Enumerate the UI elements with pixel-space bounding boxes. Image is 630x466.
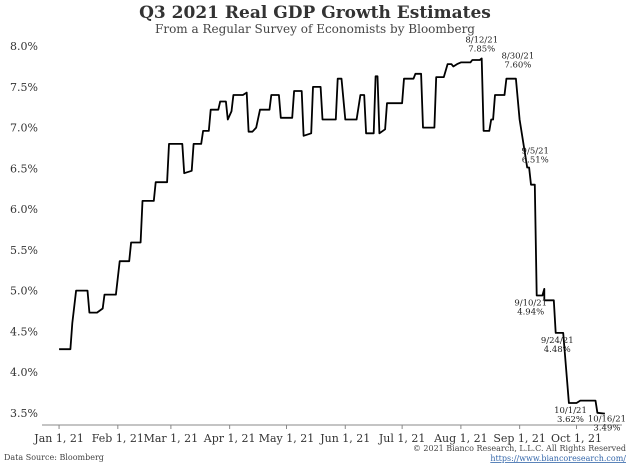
x-tick-label: Jun 1, 21 <box>319 432 370 445</box>
y-tick-label: 6.0% <box>10 203 38 216</box>
x-tick-label: Feb 1, 21 <box>92 432 144 445</box>
data-label: 9/24/214.48% <box>541 336 574 355</box>
data-label-value: 7.60% <box>504 61 531 71</box>
data-label-value: 4.94% <box>517 307 544 317</box>
copyright-note: © 2021 Bianco Research, L.L.C. All Right… <box>413 444 626 453</box>
x-tick-label: Jul 1, 21 <box>378 432 426 445</box>
chart-title: Q3 2021 Real GDP Growth Estimates <box>139 3 491 23</box>
data-label-date: 9/24/21 <box>541 336 574 346</box>
y-tick-label: 7.0% <box>10 122 38 135</box>
data-label: 8/12/217.85% <box>465 35 498 54</box>
y-axis-ticks: 3.5% 4.0% 4.5% 5.0% 5.5% 6.0% 6.5% 7.0% 7.5% 8.0% <box>10 40 38 420</box>
series-line <box>59 57 605 415</box>
data-label-date: 9/10/21 <box>514 298 547 308</box>
data-label-value: 4.48% <box>544 345 571 355</box>
data-label: 8/30/217.60% <box>501 52 534 71</box>
y-tick-label: 6.5% <box>10 162 38 175</box>
data-label: 9/10/214.94% <box>514 298 547 317</box>
annotations-group: 8/12/217.85%8/30/217.60%9/5/216.51%9/10/… <box>465 35 626 433</box>
y-tick-label: 8.0% <box>10 40 38 53</box>
y-tick-label: 4.5% <box>10 325 38 338</box>
y-tick-label: 7.5% <box>10 81 38 94</box>
chart-subtitle: From a Regular Survey of Economists by B… <box>155 22 475 36</box>
y-tick-label: 4.0% <box>10 366 38 379</box>
data-label-date: 9/5/21 <box>522 147 549 157</box>
data-label-value: 3.49% <box>593 424 620 434</box>
series-group <box>59 57 605 415</box>
x-tick-label: Jan 1, 21 <box>33 432 84 445</box>
x-tick-label: Aug 1, 21 <box>433 432 488 445</box>
data-label-value: 6.51% <box>522 156 549 166</box>
x-tick-label: Oct 1, 21 <box>551 432 602 445</box>
data-label: 9/5/216.51% <box>522 147 549 166</box>
y-tick-label: 3.5% <box>10 407 38 420</box>
x-tick-label: Apr 1, 21 <box>203 432 256 445</box>
y-tick-label: 5.5% <box>10 244 38 257</box>
x-tick-label: Sep 1, 21 <box>493 432 546 445</box>
y-tick-label: 5.0% <box>10 285 38 298</box>
data-label: 10/16/213.49% <box>588 415 626 434</box>
x-axis-ticks: Jan 1, 21 Feb 1, 21 Mar 1, 21 Apr 1, 21 May … <box>33 425 602 445</box>
data-label-value: 3.62% <box>557 415 584 425</box>
data-label-value: 7.85% <box>468 44 495 54</box>
x-tick-label: Mar 1, 21 <box>144 432 199 445</box>
data-label-date: 8/30/21 <box>501 52 534 62</box>
data-source-note: Data Source: Bloomberg <box>4 453 104 462</box>
data-label: 10/1/213.62% <box>554 406 587 425</box>
data-label-date: 8/12/21 <box>465 35 498 45</box>
data-label-date: 10/16/21 <box>588 415 626 425</box>
data-label-date: 10/1/21 <box>554 406 587 416</box>
source-link[interactable]: https://www.biancoresearch.com/ <box>490 454 626 463</box>
x-tick-label: May 1, 21 <box>259 432 315 445</box>
